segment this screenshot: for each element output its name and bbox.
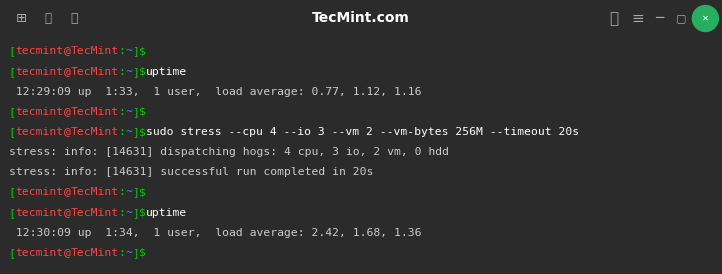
Text: ~: ~ bbox=[125, 208, 132, 218]
Text: $: $ bbox=[139, 208, 146, 218]
Text: ~: ~ bbox=[125, 47, 132, 56]
Text: @: @ bbox=[64, 67, 70, 77]
Text: ⎘: ⎘ bbox=[45, 12, 52, 25]
Text: :: : bbox=[118, 47, 125, 56]
Text: tecmint: tecmint bbox=[15, 107, 64, 117]
Text: TecMint: TecMint bbox=[70, 67, 118, 77]
Text: ]: ] bbox=[132, 47, 139, 56]
Text: ]: ] bbox=[132, 208, 139, 218]
Text: :: : bbox=[118, 187, 125, 198]
Text: TecMint: TecMint bbox=[70, 248, 118, 258]
Text: tecmint: tecmint bbox=[15, 47, 64, 56]
Text: ]: ] bbox=[132, 187, 139, 198]
Text: $: $ bbox=[139, 187, 146, 198]
Text: $: $ bbox=[139, 67, 146, 77]
Text: ≡: ≡ bbox=[631, 11, 644, 26]
Text: ]: ] bbox=[132, 248, 139, 258]
Text: tecmint: tecmint bbox=[15, 127, 64, 137]
Text: ~: ~ bbox=[125, 107, 132, 117]
Text: ▢: ▢ bbox=[677, 13, 687, 24]
Text: [: [ bbox=[9, 107, 16, 117]
Text: @: @ bbox=[64, 187, 70, 198]
Text: @: @ bbox=[64, 208, 70, 218]
Text: ⮌: ⮌ bbox=[71, 12, 78, 25]
Text: :: : bbox=[118, 208, 125, 218]
Text: 12:29:09 up  1:33,  1 user,  load average: 0.77, 1.12, 1.16: 12:29:09 up 1:33, 1 user, load average: … bbox=[9, 87, 421, 97]
Text: TecMint: TecMint bbox=[70, 47, 118, 56]
Text: tecmint: tecmint bbox=[15, 67, 64, 77]
Text: ⌕: ⌕ bbox=[609, 11, 618, 26]
Text: [: [ bbox=[9, 248, 16, 258]
Text: sudo stress --cpu 4 --io 3 --vm 2 --vm-bytes 256M --timeout 20s: sudo stress --cpu 4 --io 3 --vm 2 --vm-b… bbox=[146, 127, 579, 137]
Text: tecmint: tecmint bbox=[15, 187, 64, 198]
Text: ~: ~ bbox=[125, 187, 132, 198]
Ellipse shape bbox=[692, 5, 718, 32]
Text: stress: info: [14631] successful run completed in 20s: stress: info: [14631] successful run com… bbox=[9, 167, 373, 177]
Text: tecmint: tecmint bbox=[15, 248, 64, 258]
Text: tecmint: tecmint bbox=[15, 208, 64, 218]
Text: uptime: uptime bbox=[146, 208, 187, 218]
Text: ~: ~ bbox=[125, 248, 132, 258]
Text: @: @ bbox=[64, 47, 70, 56]
Text: :: : bbox=[118, 127, 125, 137]
Text: @: @ bbox=[64, 107, 70, 117]
Text: [: [ bbox=[9, 67, 16, 77]
Text: ]: ] bbox=[132, 107, 139, 117]
Text: :: : bbox=[118, 248, 125, 258]
Text: @: @ bbox=[64, 127, 70, 137]
Text: [: [ bbox=[9, 208, 16, 218]
Text: stress: info: [14631] dispatching hogs: 4 cpu, 3 io, 2 vm, 0 hdd: stress: info: [14631] dispatching hogs: … bbox=[9, 147, 448, 157]
Text: TecMint: TecMint bbox=[70, 187, 118, 198]
Text: ⊞: ⊞ bbox=[16, 12, 27, 25]
Text: uptime: uptime bbox=[146, 67, 187, 77]
Text: ~: ~ bbox=[125, 67, 132, 77]
Text: TecMint: TecMint bbox=[70, 208, 118, 218]
Text: :: : bbox=[118, 107, 125, 117]
Text: TecMint: TecMint bbox=[70, 107, 118, 117]
Text: [: [ bbox=[9, 127, 16, 137]
Text: @: @ bbox=[64, 248, 70, 258]
Text: $: $ bbox=[139, 107, 146, 117]
Text: ]: ] bbox=[132, 67, 139, 77]
Text: :: : bbox=[118, 67, 125, 77]
Text: TecMint: TecMint bbox=[70, 127, 118, 137]
Text: ─: ─ bbox=[655, 12, 664, 25]
Text: ]: ] bbox=[132, 127, 139, 137]
Text: [: [ bbox=[9, 187, 16, 198]
Text: [: [ bbox=[9, 47, 16, 56]
Text: $: $ bbox=[139, 47, 146, 56]
Text: ✕: ✕ bbox=[702, 14, 709, 23]
Text: TecMint.com: TecMint.com bbox=[312, 12, 410, 25]
Text: $: $ bbox=[139, 248, 146, 258]
Text: ~: ~ bbox=[125, 127, 132, 137]
Text: $: $ bbox=[139, 127, 146, 137]
Text: 12:30:09 up  1:34,  1 user,  load average: 2.42, 1.68, 1.36: 12:30:09 up 1:34, 1 user, load average: … bbox=[9, 228, 421, 238]
